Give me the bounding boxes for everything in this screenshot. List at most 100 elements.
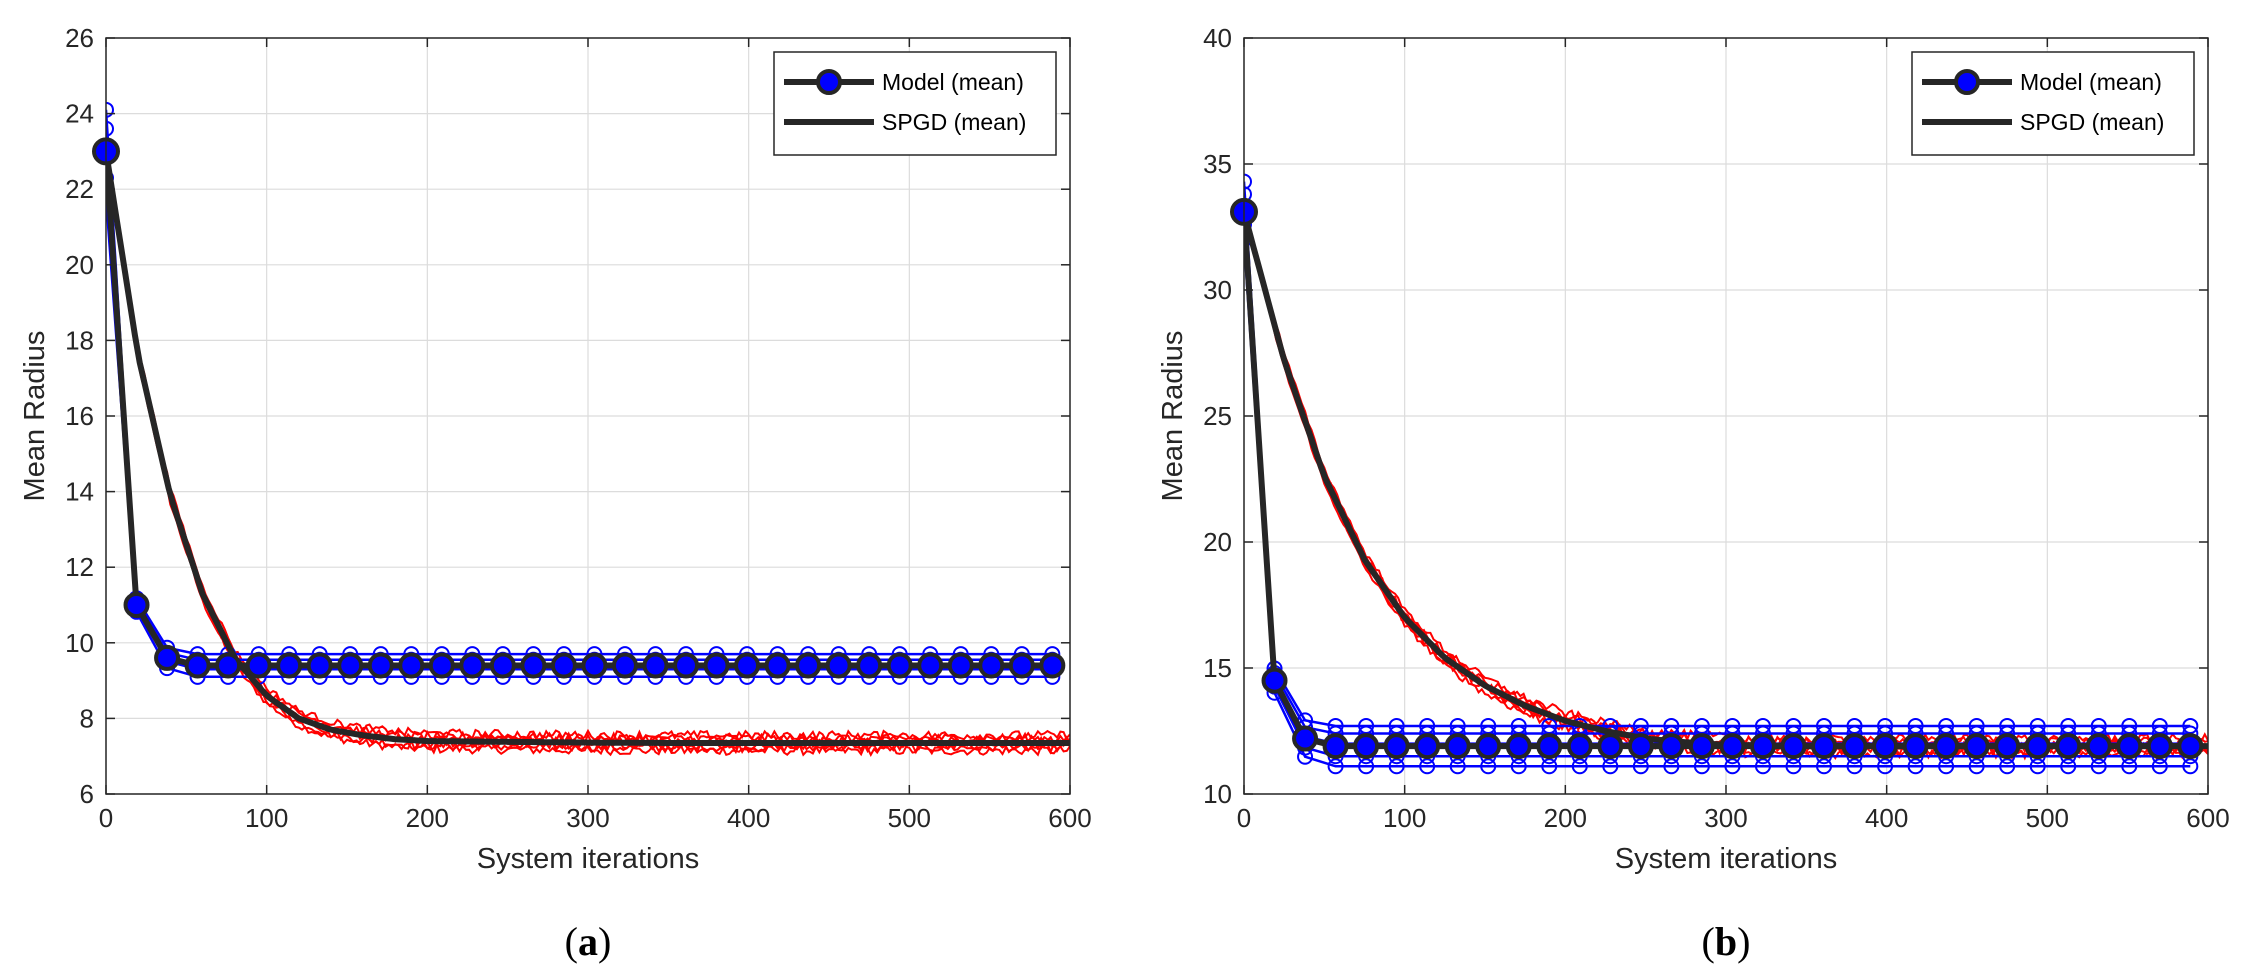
model-run-marker — [2060, 717, 2077, 734]
x-tick-label: 500 — [888, 803, 931, 833]
model-run-marker — [2182, 717, 2199, 734]
model-run-marker — [2029, 717, 2046, 734]
model-run-marker — [1449, 758, 1466, 775]
model-mean-marker — [1688, 733, 1715, 760]
model-mean-marker — [1627, 733, 1654, 760]
model-run-marker — [1724, 758, 1741, 775]
model-mean-marker — [611, 652, 638, 679]
y-tick-label: 10 — [1203, 779, 1232, 809]
legend-box — [773, 51, 1057, 156]
model-run-marker — [1480, 717, 1497, 734]
model-mean-marker — [306, 652, 333, 679]
y-tick-label: 20 — [65, 250, 94, 280]
model-run-marker — [1388, 717, 1405, 734]
x-axis-label: System iterations — [477, 843, 699, 875]
model-mean-marker — [1963, 733, 1990, 760]
model-run-marker — [1244, 173, 1252, 190]
model-run-marker — [1602, 758, 1619, 775]
legend-model-marker — [1954, 69, 1980, 95]
x-tick-label: 0 — [99, 803, 113, 833]
legend-model-marker — [816, 69, 842, 95]
x-axis-label: System iterations — [1615, 843, 1837, 875]
y-tick-label: 20 — [1203, 527, 1232, 557]
model-run-marker — [1663, 717, 1680, 734]
model-mean-marker — [1902, 733, 1929, 760]
model-mean-marker — [764, 652, 791, 679]
model-mean-marker — [2085, 733, 2112, 760]
x-tick-label: 200 — [406, 803, 449, 833]
x-tick-label: 600 — [2186, 803, 2229, 833]
y-tick-label: 16 — [65, 401, 94, 431]
model-mean-marker — [2177, 733, 2204, 760]
x-tick-label: 0 — [1237, 803, 1251, 833]
model-run-marker — [1785, 758, 1802, 775]
model-run-marker — [1877, 758, 1894, 775]
model-run-marker — [1968, 717, 1985, 734]
model-run-marker — [2121, 717, 2138, 734]
model-run-marker — [1541, 758, 1558, 775]
model-mean-marker — [1597, 733, 1624, 760]
model-mean-marker — [398, 652, 425, 679]
model-mean-marker — [2055, 733, 2082, 760]
x-tick-label: 300 — [1704, 803, 1747, 833]
model-mean-marker — [1780, 733, 1807, 760]
model-run-marker — [1846, 758, 1863, 775]
model-mean-marker — [734, 652, 761, 679]
y-tick-label: 25 — [1203, 401, 1232, 431]
legend-label-spgd: SPGD (mean) — [2020, 109, 2164, 135]
model-mean-marker — [2024, 733, 2051, 760]
legend-label-model: Model (mean) — [882, 69, 1024, 95]
model-run-marker — [1419, 758, 1436, 775]
y-tick-label: 14 — [65, 477, 94, 507]
model-run-marker — [1541, 717, 1558, 734]
model-mean-marker — [703, 652, 730, 679]
model-mean-marker — [276, 652, 303, 679]
y-axis-label: Mean Radius — [1157, 331, 1189, 502]
model-mean-marker — [1719, 733, 1746, 760]
model-mean-marker — [154, 644, 181, 671]
model-run-marker — [1816, 758, 1833, 775]
model-run-marker — [1358, 717, 1375, 734]
model-run-marker — [2090, 717, 2107, 734]
model-mean-marker — [1475, 733, 1502, 760]
y-tick-label: 18 — [65, 325, 94, 355]
model-mean-marker — [1444, 733, 1471, 760]
model-run-marker — [1693, 758, 1710, 775]
model-run-marker — [1480, 758, 1497, 775]
x-tick-label: 600 — [1048, 803, 1091, 833]
model-run-marker — [2029, 758, 2046, 775]
y-tick-label: 24 — [65, 99, 94, 129]
model-mean-marker — [123, 592, 150, 618]
model-run-marker — [1907, 758, 1924, 775]
model-run-line — [1244, 194, 2191, 735]
model-mean-marker — [1566, 733, 1593, 760]
x-tick-label: 400 — [727, 803, 770, 833]
model-mean-marker — [1872, 733, 1899, 760]
model-mean-marker — [184, 652, 211, 679]
model-run-marker — [1449, 717, 1466, 734]
model-mean-marker — [673, 652, 700, 679]
model-mean-marker — [1353, 733, 1380, 760]
model-run-marker — [1244, 216, 1252, 233]
model-run-marker — [1388, 758, 1405, 775]
model-run-marker — [1877, 717, 1894, 734]
model-run-marker — [1846, 717, 1863, 734]
model-run-marker — [1938, 717, 1955, 734]
model-mean-marker — [1322, 733, 1349, 760]
legend-box — [1911, 51, 2195, 156]
model-run-marker — [1968, 758, 1985, 775]
model-mean-marker — [1811, 733, 1838, 760]
model-mean-marker — [520, 652, 547, 679]
model-run-marker — [1938, 758, 1955, 775]
x-tick-label: 400 — [1865, 803, 1908, 833]
x-tick-label: 500 — [2026, 803, 2069, 833]
model-mean-marker — [428, 652, 455, 679]
model-run-marker — [1632, 717, 1649, 734]
model-mean-marker — [1261, 667, 1288, 694]
y-tick-label: 35 — [1203, 149, 1232, 179]
model-mean-marker — [1841, 733, 1868, 760]
model-run-marker — [1419, 717, 1436, 734]
legend: Model (mean) SPGD (mean) — [773, 51, 1057, 156]
model-mean-marker — [489, 652, 516, 679]
